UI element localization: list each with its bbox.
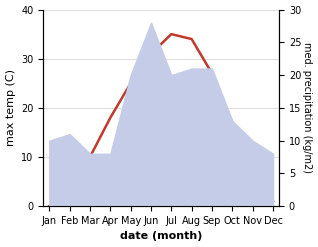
Y-axis label: med. precipitation (kg/m2): med. precipitation (kg/m2)	[302, 42, 313, 173]
Y-axis label: max temp (C): max temp (C)	[5, 69, 16, 146]
X-axis label: date (month): date (month)	[120, 231, 202, 242]
